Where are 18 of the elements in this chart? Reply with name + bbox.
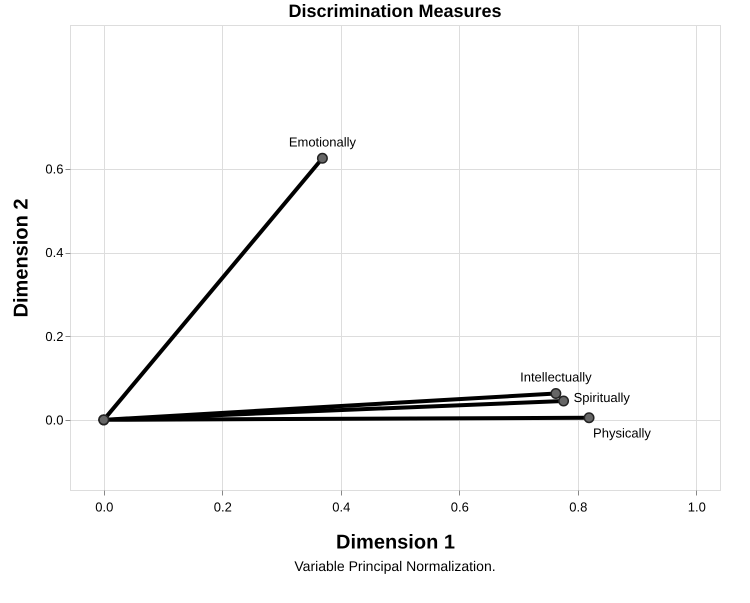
series-label: Spiritually	[574, 390, 630, 406]
text: Variable Principal Normalization.	[294, 558, 496, 574]
y-tick-label: 0.0	[45, 412, 64, 428]
chart-title: Discrimination Measures	[288, 1, 502, 21]
series-label: Physically	[593, 426, 652, 441]
x-tick-label: 0.6	[450, 500, 469, 514]
x-tick-label: 0.8	[569, 500, 588, 514]
y-tick-label: 0.6	[45, 162, 64, 177]
y-axis-title: Dimension 2	[10, 198, 32, 318]
x-tick-label: 1.0	[688, 500, 706, 514]
x-tick-label: 0.4	[332, 500, 350, 514]
y-tick-label: 0.2	[45, 328, 64, 344]
x-axis-title: Dimension 1	[336, 532, 455, 554]
x-tick-label: 0.2	[214, 500, 232, 514]
series-label: Intellectually	[520, 369, 592, 384]
y-tick-label: 0.4	[45, 245, 64, 260]
x-tick-label: 0.0	[95, 500, 114, 514]
series-label: Emotionally	[288, 134, 357, 150]
